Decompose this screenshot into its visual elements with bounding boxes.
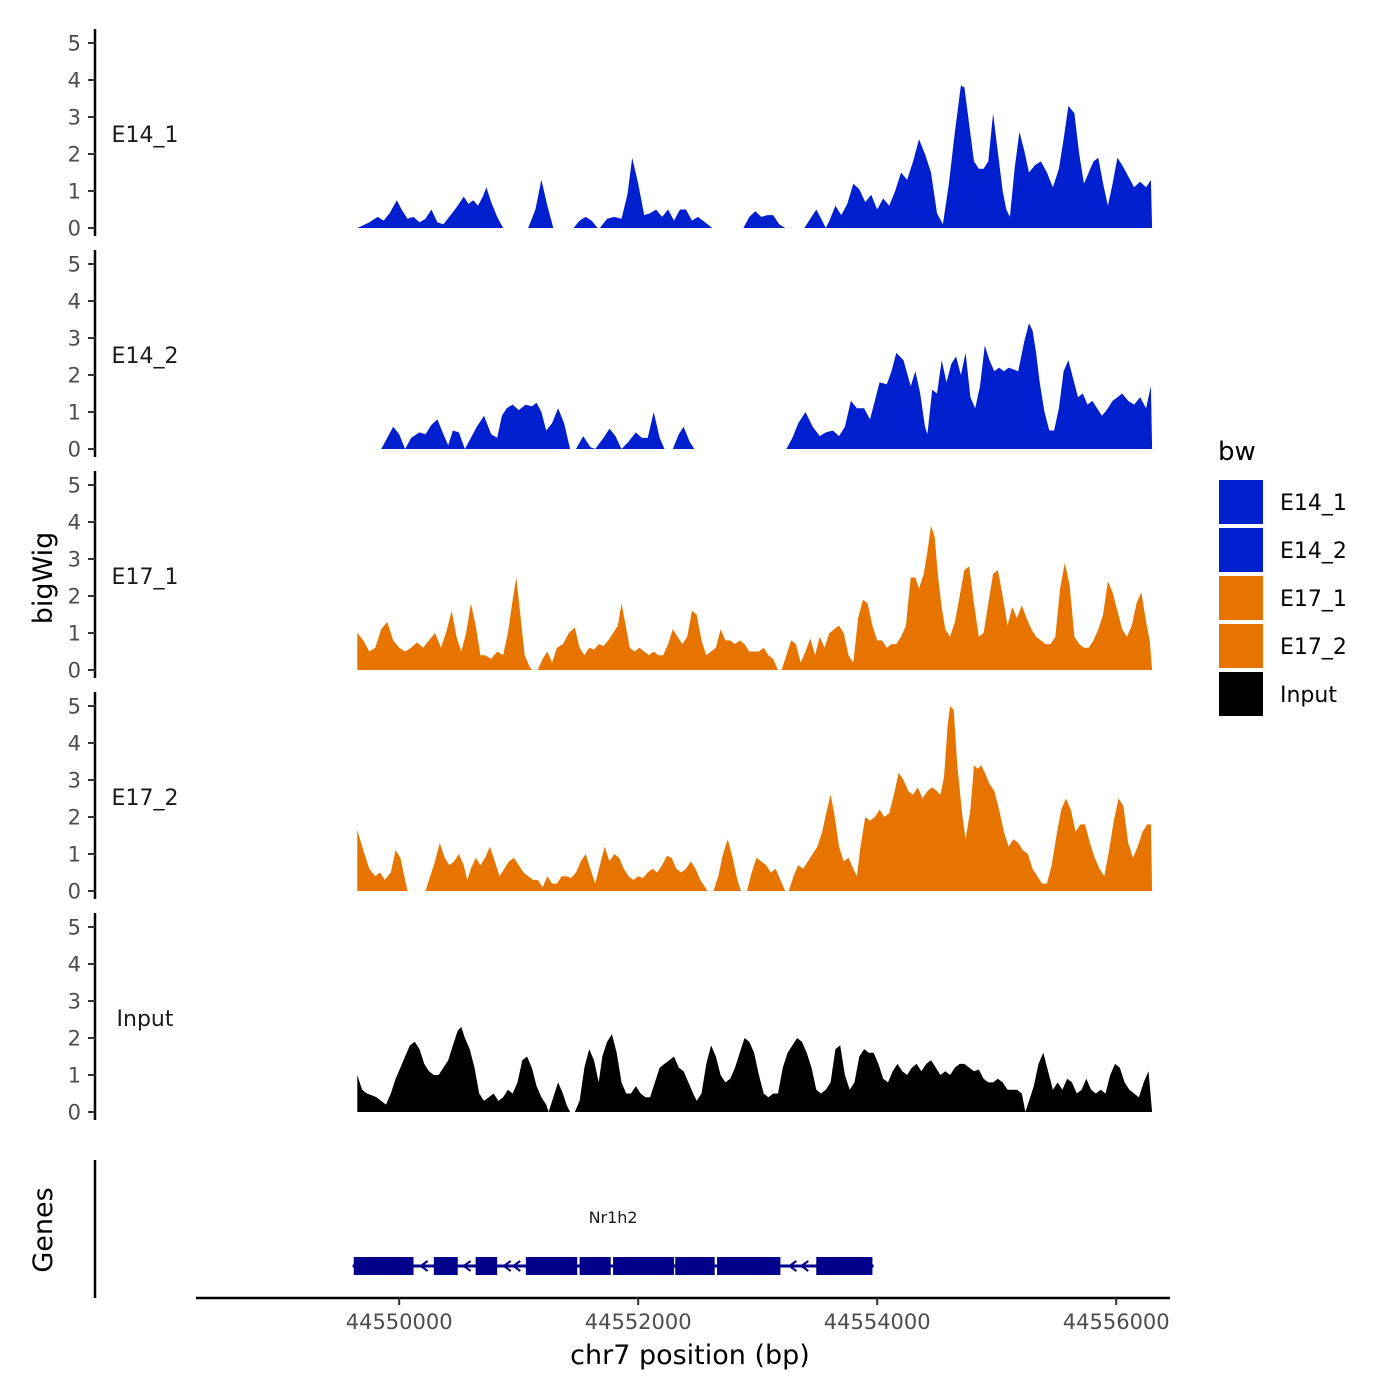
signal-area-e14-1	[357, 85, 1153, 228]
strand-arrow	[418, 1260, 429, 1272]
legend-label: E14_2	[1280, 539, 1347, 564]
exon-block	[475, 1257, 498, 1275]
exon-block	[353, 1257, 414, 1275]
y-tick-label: 2	[68, 1027, 81, 1051]
y-tick-label: 3	[68, 327, 81, 351]
y-tick-label: 3	[68, 548, 81, 572]
signal-area-e14-2	[381, 323, 1153, 449]
y-tick-label: 5	[68, 474, 81, 498]
x-tick-label: 44550000	[346, 1310, 453, 1334]
y-tick-label: 4	[68, 953, 81, 977]
track-e14-1: 0 1 2 3 4 5 E14_1	[68, 29, 1153, 241]
exon-block	[613, 1257, 675, 1275]
y-axis-title: bigWig	[28, 532, 59, 625]
strand-arrow	[461, 1260, 472, 1272]
legend: bw E14_1 E14_2 E17_1 E17_2 Input	[1218, 437, 1347, 716]
legend-item-e14-2: E14_2	[1219, 528, 1347, 572]
y-tick-label: 2	[68, 585, 81, 609]
track-label: E14_2	[112, 344, 179, 369]
strand-arrow	[787, 1260, 797, 1272]
legend-item-input: Input	[1219, 672, 1337, 716]
y-tick-label: 5	[68, 32, 81, 56]
exon-block	[816, 1257, 873, 1275]
y-tick-label: 4	[68, 732, 81, 756]
legend-swatch	[1219, 576, 1263, 620]
x-axis: 44550000 44552000 44554000 44556000	[196, 1296, 1170, 1334]
track-label: E14_1	[112, 123, 179, 148]
legend-label: Input	[1280, 683, 1337, 708]
exon-block	[433, 1257, 458, 1275]
y-tick-label: 2	[68, 364, 81, 388]
track-label: Input	[117, 1007, 174, 1032]
y-tick-label: 2	[68, 143, 81, 167]
legend-label: E14_1	[1280, 491, 1347, 516]
strand-arrow	[511, 1260, 521, 1272]
track-label: E17_2	[112, 786, 179, 811]
track-e14-2: 0 1 2 3 4 5 E14_2	[68, 250, 1153, 462]
legend-swatch	[1219, 480, 1263, 524]
y-tick-label: 5	[68, 695, 81, 719]
strand-arrow	[799, 1260, 809, 1272]
strand-arrow	[502, 1260, 512, 1272]
legend-label: E17_1	[1280, 587, 1347, 612]
gene-name-label: Nr1h2	[589, 1208, 638, 1227]
exon-block	[579, 1257, 611, 1275]
signal-area-e17-1	[357, 525, 1153, 670]
exon-block	[675, 1257, 715, 1275]
signal-track-panels: 0 1 2 3 4 5 E14_1 0 1 2 3 4 5 E14_2 0 1 2 3 4 5 E17_1 0 1 2 3 4 5 E…	[68, 29, 1153, 1125]
legend-label: E17_2	[1280, 635, 1347, 660]
signal-area-e17-2	[357, 706, 1153, 891]
y-tick-label: 3	[68, 106, 81, 130]
exon-block	[717, 1257, 781, 1275]
gene-track: Nr1h2	[93, 1160, 874, 1298]
legend-swatch	[1219, 624, 1263, 668]
x-tick-label: 44556000	[1063, 1310, 1170, 1334]
y-tick-label: 5	[68, 253, 81, 277]
x-axis-title: chr7 position (bp)	[570, 1340, 810, 1371]
y-tick-label: 1	[68, 622, 81, 646]
legend-swatch	[1219, 672, 1263, 716]
legend-swatch	[1219, 528, 1263, 572]
y-tick-label: 1	[68, 1064, 81, 1088]
exon-block	[525, 1257, 578, 1275]
y-tick-label: 4	[68, 69, 81, 93]
legend-item-e17-1: E17_1	[1219, 576, 1347, 620]
signal-area-input	[357, 1026, 1153, 1112]
legend-title: bw	[1218, 437, 1256, 467]
y-tick-label: 0	[68, 438, 81, 462]
track-e17-2: 0 1 2 3 4 5 E17_2	[68, 692, 1153, 904]
track-input: 0 1 2 3 4 5 Input	[68, 913, 1153, 1125]
y-tick-label: 1	[68, 180, 81, 204]
y-tick-label: 1	[68, 843, 81, 867]
y-tick-label: 0	[68, 659, 81, 683]
y-tick-label: 0	[68, 217, 81, 241]
y-tick-label: 4	[68, 290, 81, 314]
y-tick-label: 0	[68, 880, 81, 904]
y-tick-label: 0	[68, 1101, 81, 1125]
y-tick-label: 2	[68, 806, 81, 830]
y-tick-label: 1	[68, 401, 81, 425]
genes-track-title: Genes	[28, 1187, 59, 1272]
legend-item-e14-1: E14_1	[1219, 480, 1347, 524]
track-e17-1: 0 1 2 3 4 5 E17_1	[68, 471, 1153, 683]
track-label: E17_1	[112, 565, 179, 590]
x-tick-label: 44552000	[585, 1310, 692, 1334]
y-tick-label: 3	[68, 769, 81, 793]
legend-item-e17-2: E17_2	[1219, 624, 1347, 668]
y-tick-label: 3	[68, 990, 81, 1014]
x-tick-label: 44554000	[824, 1310, 931, 1334]
y-tick-label: 5	[68, 916, 81, 940]
y-tick-label: 4	[68, 511, 81, 535]
